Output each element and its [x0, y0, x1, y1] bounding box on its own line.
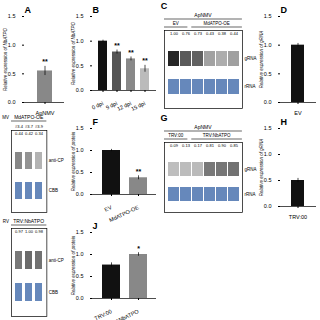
svg-text:1.0: 1.0 [76, 147, 84, 153]
svg-text:**: ** [114, 42, 120, 49]
svg-text:D: D [281, 5, 288, 15]
svg-text:1.5: 1.5 [76, 13, 84, 19]
svg-text:9 dpi: 9 dpi [104, 100, 119, 111]
svg-text:CBB: CBB [49, 290, 58, 295]
svg-text:0.5: 0.5 [264, 71, 272, 77]
svg-text:rRNA: rRNA [244, 84, 255, 89]
svg-text:0.0: 0.0 [76, 87, 84, 93]
svg-text:C: C [161, 1, 168, 11]
svg-text:1.00: 1.00 [170, 31, 179, 36]
svg-text:0.97: 0.97 [15, 229, 24, 234]
svg-text:1.0: 1.0 [264, 42, 272, 48]
svg-text:12 dpi: 12 dpi [116, 100, 133, 112]
svg-text:gRNA: gRNA [244, 167, 256, 172]
svg-text:ApNMV: ApNMV [194, 124, 212, 130]
svg-text:TRV:NbATPO: TRV:NbATPO [203, 133, 231, 138]
svg-text:ApNMV: ApNMV [194, 12, 212, 18]
svg-text:TRV:NbATPO: TRV:NbATPO [13, 218, 44, 224]
svg-text:0.13: 0.13 [182, 143, 191, 148]
svg-text:0.76: 0.76 [182, 31, 191, 36]
svg-text:15 dpi: 15 dpi [130, 100, 146, 112]
svg-text:0.81: 0.81 [206, 143, 215, 148]
svg-text:0.0: 0.0 [76, 191, 84, 197]
svg-text:0.85: 0.85 [230, 143, 239, 148]
svg-text:**: ** [136, 168, 142, 175]
svg-text:anti-CP: anti-CP [49, 158, 64, 163]
svg-text:**: ** [142, 57, 148, 64]
svg-text:G: G [160, 113, 167, 123]
svg-text:1.0: 1.0 [264, 151, 272, 157]
svg-text:0.0: 0.0 [264, 203, 272, 209]
svg-text:0.42: 0.42 [25, 131, 34, 136]
svg-text:MV: MV [2, 115, 9, 120]
svg-text:**: ** [42, 58, 48, 65]
svg-text:0.5: 0.5 [264, 177, 272, 183]
svg-text:Relative expression of protein: Relative expression of protein [71, 235, 76, 295]
svg-text:TRV:NbATPO: TRV:NbATPO [106, 308, 140, 320]
svg-text:0.43: 0.43 [206, 31, 215, 36]
svg-text:0 dpi: 0 dpi [91, 100, 104, 110]
svg-text:0.0: 0.0 [8, 99, 16, 105]
svg-text:Relative expression of protein: Relative expression of protein [71, 131, 76, 191]
svg-text:J: J [93, 221, 98, 231]
svg-text:1.5: 1.5 [264, 125, 272, 131]
svg-text:0.5: 0.5 [76, 273, 84, 279]
svg-text:A: A [25, 5, 32, 15]
svg-text:1.0: 1.0 [76, 251, 84, 257]
svg-text:Relative expression of NbATPO: Relative expression of NbATPO [3, 27, 8, 91]
svg-text:0.44: 0.44 [230, 31, 239, 36]
svg-text:0.90: 0.90 [218, 143, 227, 148]
svg-text:1.5: 1.5 [8, 13, 16, 19]
svg-text:*: * [137, 245, 140, 252]
svg-text:Relative expression of gRNA: Relative expression of gRNA [259, 31, 264, 89]
svg-text:F: F [93, 117, 99, 127]
svg-text:TRV:00: TRV:00 [289, 214, 307, 220]
svg-text:1.5: 1.5 [76, 229, 84, 235]
svg-text:MdATPO-OE: MdATPO-OE [204, 21, 230, 26]
svg-text:0.98: 0.98 [35, 229, 44, 234]
svg-text:EV: EV [173, 21, 179, 26]
svg-text:0.5: 0.5 [76, 169, 84, 175]
svg-text:0.0: 0.0 [264, 99, 272, 105]
svg-text:0.34: 0.34 [35, 131, 44, 136]
svg-text:gRNA: gRNA [244, 56, 256, 61]
svg-text:TRV:00: TRV:00 [94, 308, 113, 320]
svg-text:0.09: 0.09 [170, 143, 179, 148]
svg-text:#3.9: #3.9 [35, 124, 44, 129]
svg-text:RV: RV [3, 219, 9, 224]
svg-text:CBB: CBB [49, 188, 58, 193]
svg-text:rRNA: rRNA [244, 192, 255, 197]
svg-text:0.73: 0.73 [194, 31, 203, 36]
svg-text:**: ** [128, 49, 134, 56]
svg-text:1.5: 1.5 [264, 13, 272, 19]
svg-text:1.0: 1.0 [8, 42, 16, 48]
svg-text:0.5: 0.5 [76, 63, 84, 69]
svg-text:Relative expression of NbATPO: Relative expression of NbATPO [71, 21, 76, 85]
svg-text:1.0: 1.0 [76, 38, 84, 44]
svg-text:0.44: 0.44 [15, 131, 24, 136]
svg-text:H: H [281, 117, 288, 127]
svg-text:1.00: 1.00 [25, 229, 34, 234]
svg-text:ApNMV: ApNMV [35, 110, 55, 117]
svg-text:1.5: 1.5 [76, 125, 84, 131]
svg-text:EV: EV [294, 110, 302, 116]
svg-text:#3.7: #3.7 [25, 124, 34, 129]
svg-text:B: B [93, 5, 100, 15]
svg-text:EV: EV [103, 204, 112, 213]
svg-text:Relative expression of gRNA: Relative expression of gRNA [259, 139, 264, 197]
svg-text:anti-CP: anti-CP [49, 258, 64, 263]
svg-text:MdATPO-OE: MdATPO-OE [14, 114, 44, 120]
svg-text:TRV:00: TRV:00 [168, 133, 184, 138]
svg-text:0.5: 0.5 [8, 71, 16, 77]
svg-text:#3.4: #3.4 [15, 124, 24, 129]
svg-text:0.17: 0.17 [194, 143, 203, 148]
svg-text:0.0: 0.0 [76, 295, 84, 301]
svg-text:0.38: 0.38 [218, 31, 227, 36]
svg-text:MdATPO-OE: MdATPO-OE [108, 204, 140, 223]
